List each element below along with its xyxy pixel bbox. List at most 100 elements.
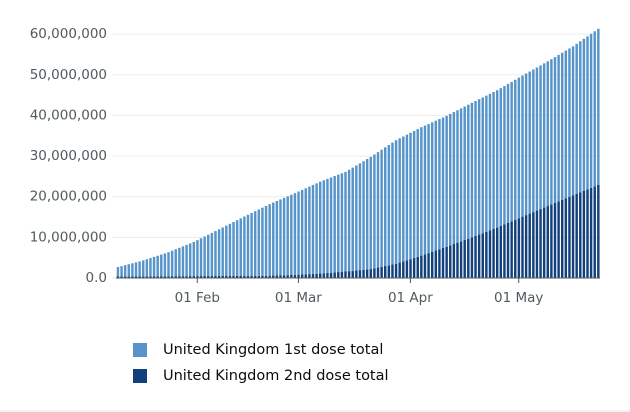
- bar: [250, 213, 253, 276]
- bar: [438, 119, 441, 250]
- bar: [430, 251, 434, 278]
- bar: [253, 211, 257, 276]
- bar: [170, 276, 174, 278]
- bar: [416, 129, 419, 257]
- x-tick-label: 01 May: [494, 290, 543, 306]
- bar: [300, 274, 304, 278]
- bar: [510, 221, 513, 278]
- bar: [264, 275, 268, 278]
- bar: [290, 194, 293, 275]
- bar: [156, 276, 159, 278]
- bar: [344, 171, 347, 272]
- bar: [564, 50, 568, 199]
- bar: [384, 147, 387, 267]
- bar: [398, 262, 401, 278]
- bar: [420, 255, 423, 278]
- bar: [427, 253, 430, 278]
- bar: [127, 276, 131, 278]
- bar: [196, 240, 199, 277]
- bar: [445, 246, 448, 278]
- bar: [495, 90, 499, 228]
- bar: [575, 43, 578, 194]
- bar: [315, 183, 318, 274]
- bar: [376, 152, 380, 268]
- bar: [528, 71, 531, 214]
- bar: [560, 200, 564, 278]
- bar: [235, 275, 239, 278]
- y-tick-label: 10,000,000: [30, 229, 107, 245]
- bar: [203, 276, 206, 278]
- y-tick-label: 60,000,000: [30, 26, 107, 42]
- bar: [416, 256, 419, 278]
- bar: [181, 276, 185, 278]
- bar: [279, 275, 282, 278]
- bar: [449, 113, 452, 246]
- bar: [355, 270, 358, 278]
- bar: [272, 202, 275, 276]
- bar: [232, 275, 235, 278]
- bar: [142, 260, 145, 277]
- bar: [521, 216, 524, 278]
- bar: [582, 38, 586, 191]
- bar: [380, 266, 383, 278]
- bar: [131, 263, 134, 277]
- legend-label: United Kingdom 2nd dose total: [163, 368, 389, 384]
- bar: [120, 266, 123, 277]
- bar: [521, 75, 524, 217]
- bar: [167, 276, 170, 278]
- bar: [384, 266, 387, 278]
- bar: [304, 188, 307, 275]
- bar: [264, 205, 268, 276]
- bar: [452, 244, 456, 278]
- bar: [214, 276, 217, 278]
- bar: [127, 264, 131, 277]
- bar: [138, 276, 141, 278]
- bar: [481, 97, 484, 234]
- bar: [492, 228, 495, 278]
- bar: [185, 276, 188, 278]
- bar: [358, 270, 362, 278]
- bar: [326, 272, 329, 278]
- bar: [217, 276, 221, 278]
- bar: [275, 275, 279, 278]
- bar: [297, 191, 300, 275]
- bar: [272, 275, 275, 278]
- bar: [488, 93, 492, 231]
- bar: [329, 177, 333, 273]
- bar: [311, 273, 315, 278]
- bar: [423, 254, 427, 278]
- bar: [239, 275, 242, 278]
- bar: [503, 224, 506, 278]
- x-tick-label: 01 Apr: [388, 290, 433, 306]
- bar: [474, 235, 477, 278]
- bar: [290, 274, 293, 278]
- bar: [488, 230, 492, 278]
- bar: [369, 156, 373, 270]
- bar: [499, 88, 503, 227]
- bar: [207, 234, 210, 277]
- bar: [308, 186, 311, 275]
- bar: [340, 271, 344, 278]
- bar: [279, 199, 282, 276]
- bar: [452, 112, 456, 245]
- bar: [365, 159, 369, 270]
- bar: [329, 272, 333, 278]
- bar: [246, 214, 250, 276]
- bar: [337, 174, 340, 273]
- bar: [470, 237, 474, 278]
- bar: [467, 238, 470, 278]
- bar: [275, 201, 279, 276]
- bar: [445, 115, 448, 247]
- bar: [318, 181, 322, 274]
- bar: [152, 256, 156, 277]
- bar: [156, 255, 159, 277]
- bar: [199, 238, 203, 277]
- bar: [553, 57, 557, 204]
- bar: [163, 253, 167, 277]
- bar: [221, 227, 224, 277]
- bar: [351, 167, 354, 271]
- bar: [470, 102, 474, 238]
- bar: [467, 104, 470, 239]
- y-tick-label: 0.0: [86, 270, 107, 286]
